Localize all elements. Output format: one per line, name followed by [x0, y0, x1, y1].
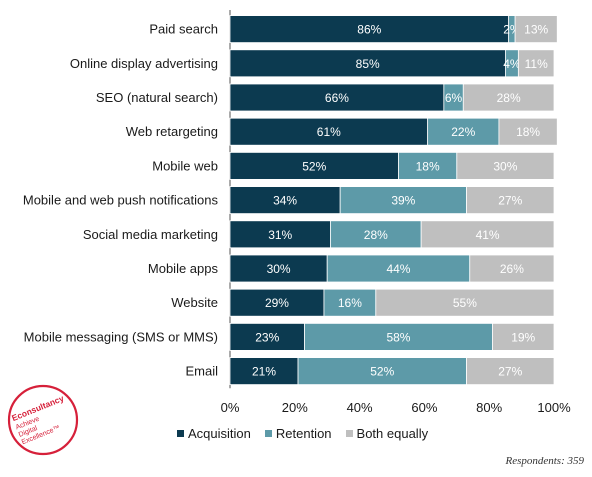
category-label-mobile-messaging-sms-or-mms: Mobile messaging (SMS or MMS)	[24, 329, 218, 344]
bar-website-both-equally	[375, 288, 555, 317]
value-label-social-media-marketing-acquisition: 31%	[268, 228, 292, 242]
bar-seo-natural-search-both-equally	[462, 83, 555, 112]
category-label-web-retargeting: Web retargeting	[126, 124, 218, 139]
x-tick-100-5: 100%	[537, 400, 571, 415]
value-label-mobile-web-acquisition: 52%	[302, 159, 326, 173]
value-label-paid-search-both-equally: 13%	[524, 23, 548, 37]
bars-group: 86% 2% 13%85% 4% 11%66% 6% 28%61% 22% 18%52% 18% 3…	[229, 15, 558, 386]
value-label-web-retargeting-both-equally: 18%	[516, 125, 540, 139]
category-label-mobile-and-web-push-notifications: Mobile and web push notifications	[23, 193, 219, 208]
bar-mobile-web-retention	[398, 151, 458, 180]
legend-label-acquisition: Acquisition	[188, 426, 251, 441]
value-label-seo-natural-search-both-equally: 28%	[497, 91, 521, 105]
legend-label-both-equally: Both equally	[356, 426, 429, 441]
value-label-web-retargeting-acquisition: 61%	[317, 125, 341, 139]
value-label-online-display-advertising-both-equally: 11%	[525, 57, 548, 71]
x-tick-40-2: 40%	[347, 400, 373, 415]
x-tick-0-0: 0%	[221, 400, 240, 415]
value-label-email-acquisition: 21%	[252, 365, 276, 379]
category-label-mobile-apps: Mobile apps	[148, 261, 219, 276]
bar-paid-search-both-equally	[514, 15, 558, 44]
value-label-online-display-advertising-acquisition: 85%	[356, 57, 380, 71]
x-tick-80-4: 80%	[476, 400, 502, 415]
bar-mobile-and-web-push-notifications-retention	[339, 186, 467, 215]
value-label-email-both-equally: 27%	[498, 365, 522, 379]
value-label-mobile-and-web-push-notifications-retention: 39%	[391, 194, 415, 208]
logo-ring	[7, 384, 79, 456]
value-label-online-display-advertising-retention: 4%	[503, 57, 521, 71]
bar-mobile-apps-retention	[326, 254, 471, 283]
category-label-email: Email	[185, 364, 218, 379]
bar-mobile-web-acquisition	[229, 151, 399, 180]
category-label-paid-search: Paid search	[149, 22, 218, 37]
category-label-online-display-advertising: Online display advertising	[70, 56, 218, 71]
bar-social-media-marketing-both-equally	[420, 220, 555, 249]
value-label-social-media-marketing-retention: 28%	[364, 228, 388, 242]
value-label-mobile-apps-both-equally: 26%	[500, 262, 524, 276]
value-label-mobile-and-web-push-notifications-both-equally: 27%	[498, 194, 522, 208]
respondents-footnote: Respondents: 359	[505, 455, 584, 467]
bar-mobile-messaging-sms-or-mms-both-equally	[492, 322, 555, 351]
bar-social-media-marketing-acquisition	[229, 220, 331, 249]
bar-social-media-marketing-retention	[330, 220, 422, 249]
value-label-email-retention: 52%	[370, 365, 394, 379]
value-label-mobile-messaging-sms-or-mms-both-equally: 19%	[511, 330, 535, 344]
value-label-web-retargeting-retention: 22%	[451, 125, 475, 139]
bar-seo-natural-search-acquisition	[229, 83, 445, 112]
econsultancy-logo: Econsultancy Achieve Digital Excellence™	[7, 384, 79, 456]
legend-swatch-acquisition	[177, 430, 184, 437]
value-label-mobile-messaging-sms-or-mms-acquisition: 23%	[255, 330, 279, 344]
value-label-mobile-web-retention: 18%	[416, 159, 440, 173]
legend-swatch-both-equally	[345, 430, 353, 437]
bar-mobile-web-both-equally	[456, 151, 555, 180]
category-label-website: Website	[171, 295, 218, 310]
bar-mobile-messaging-sms-or-mms-retention	[304, 322, 493, 351]
category-label-social-media-marketing: Social media marketing	[83, 227, 218, 242]
value-label-website-retention: 16%	[338, 296, 362, 310]
bar-mobile-and-web-push-notifications-both-equally	[466, 186, 555, 215]
legend-swatch-retention	[264, 430, 272, 437]
category-label-mobile-web: Mobile web	[152, 158, 218, 173]
bar-web-retargeting-acquisition	[229, 117, 429, 146]
value-label-mobile-messaging-sms-or-mms-retention: 58%	[386, 330, 410, 344]
value-label-social-media-marketing-both-equally: 41%	[476, 228, 500, 242]
category-label-seo-natural-search: SEO (natural search)	[96, 90, 218, 105]
bar-website-acquisition	[229, 288, 325, 317]
bar-mobile-apps-both-equally	[469, 254, 555, 283]
bar-email-retention	[297, 357, 467, 386]
legend-item-retention: Retention	[264, 426, 332, 441]
bar-mobile-and-web-push-notifications-acquisition	[229, 186, 341, 215]
bar-online-display-advertising-both-equally	[517, 49, 555, 78]
value-label-seo-natural-search-retention: 6%	[445, 91, 463, 105]
legend-item-both-equally: Both equally	[345, 426, 429, 441]
legend-item-acquisition: Acquisition	[177, 426, 251, 441]
bar-email-both-equally	[466, 357, 555, 386]
x-tick-20-1: 20%	[282, 400, 308, 415]
value-label-mobile-and-web-push-notifications-acquisition: 34%	[273, 194, 297, 208]
value-label-mobile-apps-acquisition: 30%	[267, 262, 291, 276]
x-tick-60-3: 60%	[411, 400, 437, 415]
value-label-mobile-apps-retention: 44%	[386, 262, 410, 276]
x-tick-labels: 0% 20% 40% 60% 80% 100%	[221, 400, 571, 415]
value-label-website-both-equally: 55%	[453, 296, 477, 310]
legend: Acquisition Retention Both equally	[177, 426, 428, 441]
value-label-website-acquisition: 29%	[265, 296, 289, 310]
category-labels: Paid search Online display advertising SEO…	[23, 22, 219, 379]
bar-web-retargeting-both-equally	[498, 117, 558, 146]
value-label-paid-search-acquisition: 86%	[357, 23, 381, 37]
legend-label-retention: Retention	[275, 426, 332, 441]
value-label-mobile-web-both-equally: 30%	[493, 159, 517, 173]
value-label-seo-natural-search-acquisition: 66%	[325, 91, 349, 105]
